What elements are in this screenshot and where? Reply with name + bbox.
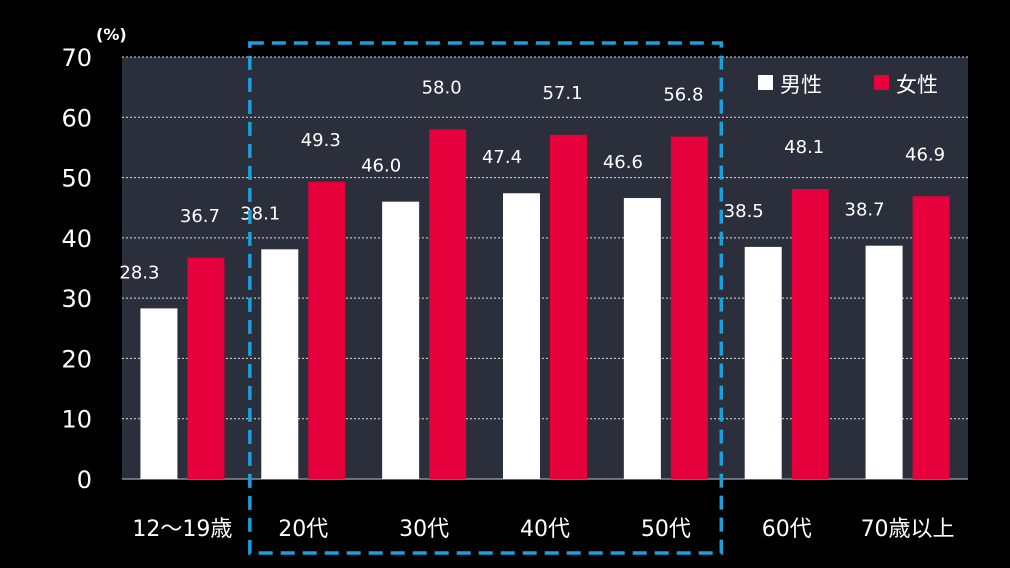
- category-label: 60代: [762, 517, 812, 542]
- data-labels: 28.3 36.7 38.1 49.3 46.0 58.0 47.4 57.1 46.6 56.8…: [119, 77, 945, 283]
- bar-female: [308, 181, 346, 479]
- data-label: 38.7: [845, 200, 885, 221]
- data-label: 46.0: [361, 156, 401, 177]
- bar-male: [865, 245, 903, 479]
- bar-female: [670, 136, 708, 479]
- y-tick-label: 20: [61, 345, 92, 373]
- bar-male: [623, 198, 661, 479]
- bar-male: [744, 246, 782, 479]
- data-label: 38.1: [240, 203, 280, 224]
- data-label: 56.8: [663, 85, 703, 106]
- legend: 男性 女性: [758, 73, 938, 97]
- legend-label-female: 女性: [896, 73, 938, 97]
- data-label: 46.6: [603, 152, 643, 173]
- bar-male: [503, 193, 540, 479]
- bar-male: [261, 249, 299, 479]
- data-label: 49.3: [301, 130, 341, 151]
- y-tick-label: 10: [61, 406, 92, 434]
- highlight-box: [248, 41, 724, 555]
- bar-female: [429, 129, 467, 480]
- bar-male: [140, 308, 178, 479]
- bar-female: [912, 196, 950, 479]
- data-label: 36.7: [180, 206, 220, 227]
- y-tick-label: 40: [61, 225, 92, 253]
- y-tick-label: 70: [61, 44, 92, 72]
- bar-female: [791, 189, 829, 480]
- y-axis-unit-label: (%): [96, 25, 127, 44]
- category-label: 20代: [278, 517, 328, 542]
- bars: [140, 129, 950, 480]
- category-label: 70歳以上: [861, 517, 955, 542]
- x-axis-categories: 12〜19歳 20代 30代 40代 50代 60代 70歳以上: [132, 517, 954, 542]
- y-tick-label: 60: [61, 104, 92, 132]
- data-label: 38.5: [724, 201, 764, 222]
- bar-female: [550, 134, 587, 480]
- legend-swatch-female: [874, 75, 889, 90]
- data-label: 48.1: [784, 137, 824, 158]
- legend-label-male: 男性: [780, 73, 822, 97]
- category-label: 12〜19歳: [132, 517, 232, 542]
- data-label: 28.3: [119, 262, 159, 283]
- category-label: 40代: [520, 517, 570, 542]
- bar-male: [382, 201, 420, 479]
- data-label: 46.9: [905, 144, 945, 165]
- legend-swatch-male: [758, 75, 773, 90]
- category-label: 50代: [641, 517, 691, 542]
- bar-female: [187, 257, 225, 479]
- data-label: 57.1: [542, 83, 582, 104]
- data-label: 47.4: [482, 147, 522, 168]
- y-tick-label: 30: [61, 285, 92, 313]
- category-label: 30代: [399, 517, 449, 542]
- data-label: 58.0: [422, 77, 462, 98]
- y-axis-ticks: 0 10 20 30 40 50 60 70: [61, 44, 92, 494]
- y-tick-label: 50: [61, 165, 92, 193]
- y-tick-label: 0: [77, 466, 92, 494]
